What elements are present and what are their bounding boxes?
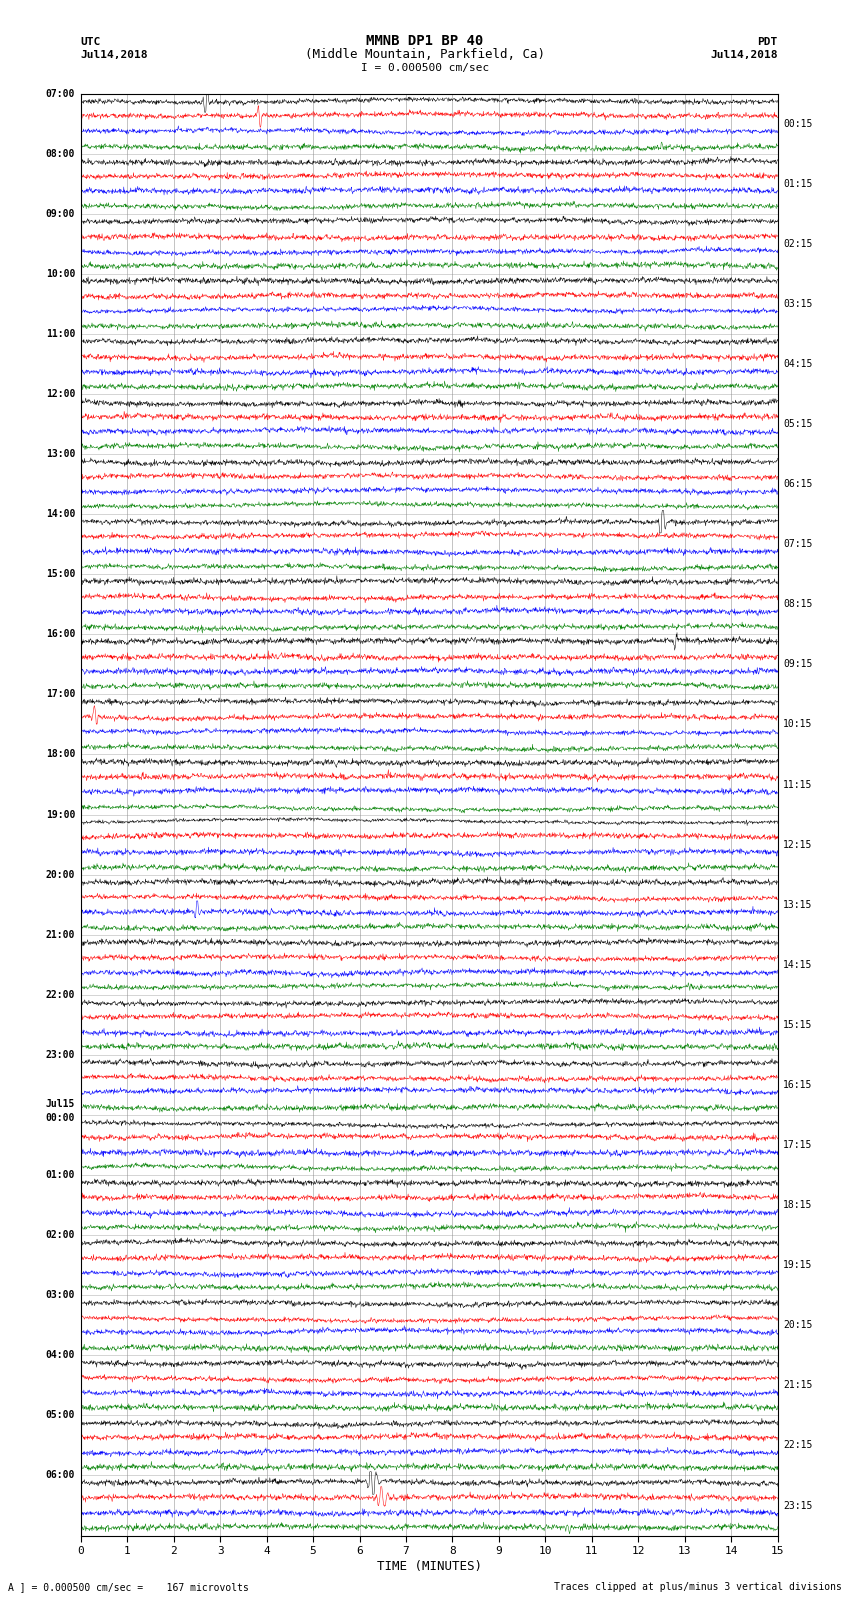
Text: 13:00: 13:00 (46, 448, 75, 460)
Text: 04:00: 04:00 (46, 1350, 75, 1360)
X-axis label: TIME (MINUTES): TIME (MINUTES) (377, 1560, 482, 1573)
Text: 21:00: 21:00 (46, 929, 75, 940)
Text: 15:15: 15:15 (784, 1019, 813, 1029)
Text: 00:15: 00:15 (784, 119, 813, 129)
Text: 17:00: 17:00 (46, 689, 75, 700)
Text: 16:00: 16:00 (46, 629, 75, 639)
Text: 12:15: 12:15 (784, 840, 813, 850)
Text: 11:00: 11:00 (46, 329, 75, 339)
Text: 14:00: 14:00 (46, 510, 75, 519)
Text: 22:15: 22:15 (784, 1440, 813, 1450)
Text: 04:15: 04:15 (784, 360, 813, 369)
Text: Jul14,2018: Jul14,2018 (711, 50, 778, 60)
Text: 06:00: 06:00 (46, 1471, 75, 1481)
Text: 08:00: 08:00 (46, 148, 75, 158)
Text: 20:15: 20:15 (784, 1321, 813, 1331)
Text: 01:00: 01:00 (46, 1169, 75, 1181)
Text: 12:00: 12:00 (46, 389, 75, 398)
Text: 19:15: 19:15 (784, 1260, 813, 1269)
Text: 01:15: 01:15 (784, 179, 813, 189)
Text: 18:15: 18:15 (784, 1200, 813, 1210)
Text: 00:00: 00:00 (46, 1113, 75, 1123)
Text: 11:15: 11:15 (784, 779, 813, 789)
Text: 05:00: 05:00 (46, 1410, 75, 1421)
Text: 10:00: 10:00 (46, 269, 75, 279)
Text: 16:15: 16:15 (784, 1081, 813, 1090)
Text: MMNB DP1 BP 40: MMNB DP1 BP 40 (366, 34, 484, 48)
Text: 14:15: 14:15 (784, 960, 813, 969)
Text: 21:15: 21:15 (784, 1381, 813, 1390)
Text: 10:15: 10:15 (784, 719, 813, 729)
Text: 07:15: 07:15 (784, 539, 813, 548)
Text: 23:15: 23:15 (784, 1500, 813, 1510)
Text: 03:00: 03:00 (46, 1290, 75, 1300)
Text: 02:15: 02:15 (784, 239, 813, 248)
Text: PDT: PDT (757, 37, 778, 47)
Text: 17:15: 17:15 (784, 1140, 813, 1150)
Text: (Middle Mountain, Parkfield, Ca): (Middle Mountain, Parkfield, Ca) (305, 48, 545, 61)
Text: 09:00: 09:00 (46, 208, 75, 219)
Text: 13:15: 13:15 (784, 900, 813, 910)
Text: 07:00: 07:00 (46, 89, 75, 98)
Text: 15:00: 15:00 (46, 569, 75, 579)
Text: 08:15: 08:15 (784, 600, 813, 610)
Text: Traces clipped at plus/minus 3 vertical divisions: Traces clipped at plus/minus 3 vertical … (553, 1582, 842, 1592)
Text: Jul15: Jul15 (46, 1098, 75, 1108)
Text: 06:15: 06:15 (784, 479, 813, 489)
Text: 02:00: 02:00 (46, 1231, 75, 1240)
Text: 22:00: 22:00 (46, 990, 75, 1000)
Text: 18:00: 18:00 (46, 750, 75, 760)
Text: UTC: UTC (81, 37, 101, 47)
Text: 20:00: 20:00 (46, 869, 75, 879)
Text: Jul14,2018: Jul14,2018 (81, 50, 148, 60)
Text: 05:15: 05:15 (784, 419, 813, 429)
Text: A ] = 0.000500 cm/sec =    167 microvolts: A ] = 0.000500 cm/sec = 167 microvolts (8, 1582, 249, 1592)
Text: 09:15: 09:15 (784, 660, 813, 669)
Text: 23:00: 23:00 (46, 1050, 75, 1060)
Text: 03:15: 03:15 (784, 298, 813, 308)
Text: 19:00: 19:00 (46, 810, 75, 819)
Text: I = 0.000500 cm/sec: I = 0.000500 cm/sec (361, 63, 489, 73)
